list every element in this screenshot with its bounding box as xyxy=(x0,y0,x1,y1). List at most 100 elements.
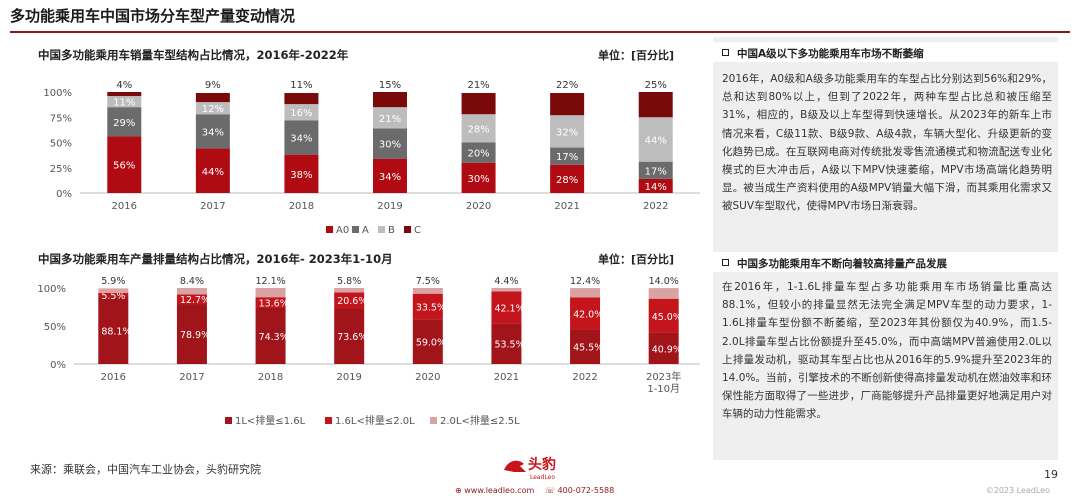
data-label: 34% xyxy=(379,172,401,183)
chart2-svg: 0% 50% 100% 88.1% 5.5% 5.9% 2016 78.9% 12.7% 8.4%… xyxy=(37,276,700,427)
data-label: 17% xyxy=(556,152,578,163)
y-tick-label: 0% xyxy=(56,189,72,200)
bar-segment xyxy=(98,297,129,364)
x-tick-label: 2021 xyxy=(494,372,519,383)
section2-heading: 中国多功能乘用车不断向着较高排量产品发展 xyxy=(722,256,947,271)
page-number: 19 xyxy=(1044,468,1058,481)
footer-phone: ☏ 400-072-5588 xyxy=(545,486,615,495)
data-label: 42.1% xyxy=(494,303,524,314)
x-tick-label: 2020 xyxy=(415,372,440,383)
bar-segment xyxy=(461,162,496,193)
checkbox-icon xyxy=(722,259,729,266)
bar-segment xyxy=(412,319,443,364)
checkbox-icon xyxy=(722,49,729,56)
bar-segment xyxy=(107,96,142,108)
data-label: 22% xyxy=(556,80,578,91)
legend-swatch xyxy=(326,226,333,233)
x-tick-label: 2016 xyxy=(101,372,126,383)
data-label: 30% xyxy=(379,140,401,151)
bar-segment xyxy=(284,154,319,193)
y-tick-label: 25% xyxy=(50,164,72,175)
bar-segment xyxy=(491,323,522,364)
x-tick-label: 2018 xyxy=(258,372,283,383)
legend-label: 1L<排量≤1.6L xyxy=(235,414,306,427)
data-label: 28% xyxy=(556,175,578,186)
data-label: 12% xyxy=(202,104,224,115)
bar-segment xyxy=(195,148,230,193)
bar-segment xyxy=(570,329,601,364)
data-label: 73.6% xyxy=(337,332,367,343)
logo-text: 头豹 xyxy=(528,456,556,473)
data-label: 16% xyxy=(290,108,312,119)
x-tick-label: 2022 xyxy=(643,201,668,212)
data-label: 12.4% xyxy=(570,276,600,287)
bar-segment xyxy=(648,298,679,333)
data-label: 5.9% xyxy=(101,276,125,287)
legend-swatch xyxy=(430,417,437,424)
data-label: 45.5% xyxy=(573,343,603,354)
legend-swatch xyxy=(378,226,385,233)
data-label: 4% xyxy=(116,80,132,91)
data-label: 14.0% xyxy=(649,276,679,287)
bar-segment xyxy=(491,288,522,292)
data-label: 40.9% xyxy=(652,344,682,355)
chart1-svg: 0% 25% 50% 75% 100% 56% 29% 11% 4% 2016 44% 34% 12% 9… xyxy=(43,80,700,236)
y-tick-label: 100% xyxy=(43,88,72,99)
bar-segment xyxy=(550,164,585,193)
data-label: 30% xyxy=(467,174,489,185)
data-label: 11% xyxy=(113,98,135,109)
data-label: 38% xyxy=(290,170,312,181)
chart2-unit: 单位：[百分比] xyxy=(598,253,675,266)
data-label: 59.0% xyxy=(416,338,446,349)
legend-label: B xyxy=(388,225,395,236)
data-label: 13.6% xyxy=(259,298,289,309)
data-label: 56% xyxy=(113,161,135,172)
bar-segment xyxy=(107,92,142,97)
bar-segment xyxy=(284,93,319,105)
x-tick-label: 2023年 xyxy=(646,370,681,383)
logo-sub: LeadLeo xyxy=(530,474,555,481)
legend-label: 2.0L<排量≤2.5L xyxy=(440,414,520,427)
bar-segment xyxy=(550,115,585,148)
data-label: 17% xyxy=(645,166,667,177)
data-label: 34% xyxy=(290,133,312,144)
leopard-icon xyxy=(504,460,526,472)
x-tick-label: 2019 xyxy=(377,201,402,212)
section1-title: 中国A级以下多功能乘用车市场不断萎缩 xyxy=(737,48,924,60)
legend-label: A0 xyxy=(336,225,349,236)
bar-segment xyxy=(638,178,673,193)
section2-title: 中国多功能乘用车不断向着较高排量产品发展 xyxy=(737,258,947,270)
legend-swatch xyxy=(225,417,232,424)
bar-segment xyxy=(550,147,585,165)
bar-segment xyxy=(195,102,230,115)
data-label: 42.0% xyxy=(573,309,603,320)
legend-swatch xyxy=(325,417,332,424)
data-label: 9% xyxy=(205,80,221,91)
data-label: 15% xyxy=(379,80,401,91)
section2-band xyxy=(713,252,1058,272)
bar-segment xyxy=(195,93,230,103)
data-label: 44% xyxy=(202,167,224,178)
y-tick-label: 50% xyxy=(44,322,66,333)
data-label: 20.6% xyxy=(337,296,367,307)
bar-segment xyxy=(648,288,679,299)
chart1-unit: 单位：[百分比] xyxy=(598,49,675,62)
data-label: 29% xyxy=(113,118,135,129)
page-title: 多功能乘用车中国市场分车型产量变动情况 xyxy=(10,7,296,25)
data-label: 28% xyxy=(467,124,489,135)
bar-segment xyxy=(550,93,585,116)
data-label: 44% xyxy=(645,135,667,146)
x-tick-label: 2017 xyxy=(200,201,225,212)
bar-segment xyxy=(638,161,673,179)
bar-segment xyxy=(461,142,496,163)
footer-web[interactable]: ⊕ www.leadleo.com xyxy=(455,486,535,495)
bar-segment xyxy=(373,107,407,129)
bar-segment xyxy=(334,288,365,293)
data-label: 7.5% xyxy=(416,276,440,287)
y-tick-label: 0% xyxy=(50,360,66,371)
x-tick-label: 2017 xyxy=(179,372,204,383)
x-tick-label: 2021 xyxy=(554,201,579,212)
bar-segment xyxy=(334,308,365,364)
x-tick-label: 2020 xyxy=(466,201,491,212)
section1-band xyxy=(713,42,1058,62)
